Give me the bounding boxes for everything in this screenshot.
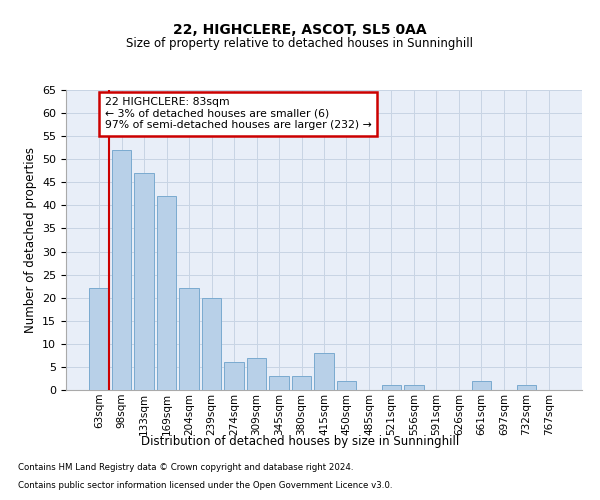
Bar [292,376,311,390]
Text: 22, HIGHCLERE, ASCOT, SL5 0AA: 22, HIGHCLERE, ASCOT, SL5 0AA [173,22,427,36]
Text: 22 HIGHCLERE: 83sqm
← 3% of detached houses are smaller (6)
97% of semi-detached: 22 HIGHCLERE: 83sqm ← 3% of detached hou… [104,97,371,130]
Y-axis label: Number of detached properties: Number of detached properties [23,147,37,333]
Bar [89,288,109,390]
Bar [337,381,356,390]
Bar [382,386,401,390]
Bar [112,150,131,390]
Bar [224,362,244,390]
Bar [179,288,199,390]
Bar [134,173,154,390]
Text: Contains public sector information licensed under the Open Government Licence v3: Contains public sector information licen… [18,481,392,490]
Bar [269,376,289,390]
Bar [404,386,424,390]
Bar [202,298,221,390]
Bar [314,353,334,390]
Bar [157,196,176,390]
Text: Distribution of detached houses by size in Sunninghill: Distribution of detached houses by size … [141,435,459,448]
Text: Size of property relative to detached houses in Sunninghill: Size of property relative to detached ho… [127,38,473,51]
Bar [517,386,536,390]
Bar [247,358,266,390]
Text: Contains HM Land Registry data © Crown copyright and database right 2024.: Contains HM Land Registry data © Crown c… [18,464,353,472]
Bar [472,381,491,390]
